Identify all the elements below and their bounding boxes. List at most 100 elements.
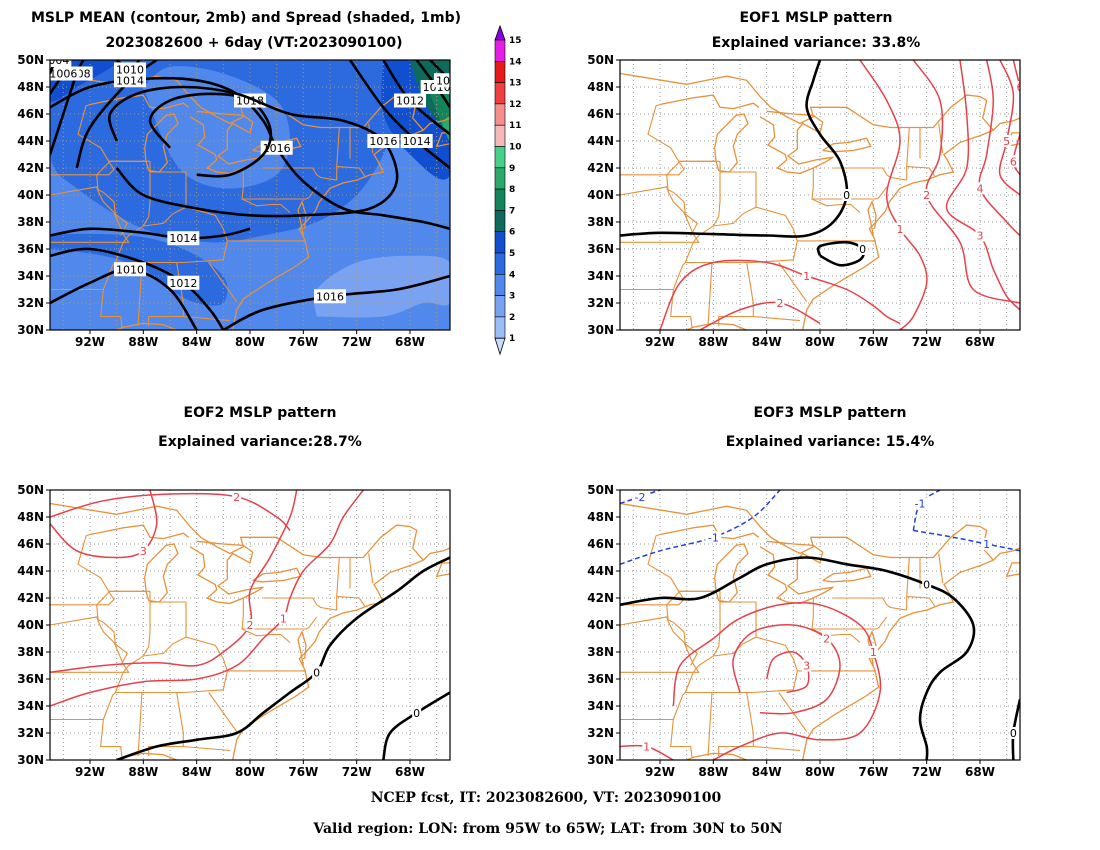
state-border	[50, 288, 123, 328]
colorbar-segment	[494, 295, 506, 318]
contour-label: 0	[922, 578, 932, 592]
plot-area: 1016 1018 1016 1014 1014 1012 1010 1008 10061004…	[50, 60, 450, 330]
zero-contour	[382, 691, 450, 760]
state-border	[208, 262, 238, 302]
state-border	[96, 174, 129, 236]
y-tick-label: 50N	[17, 53, 44, 67]
contour-label-text: 1	[803, 270, 810, 283]
colorbar-segment	[494, 252, 506, 275]
contour-label-bg	[868, 646, 878, 658]
contour-label-bg	[114, 62, 146, 77]
contour-label-bg	[278, 612, 288, 625]
contour-label-text: 0	[923, 579, 930, 592]
contour-label-bg	[50, 66, 80, 81]
x-tick-label: 72W	[912, 765, 942, 779]
plot-area: 0 0 1 2 2 3	[50, 490, 450, 760]
coastline	[620, 502, 994, 561]
coastline	[759, 110, 834, 175]
positive-contour	[659, 259, 901, 330]
coastline	[714, 113, 749, 173]
contour-label: 1014	[167, 231, 200, 246]
state-border	[115, 240, 306, 264]
contour-label-text: 0	[313, 666, 320, 679]
mslp-mean-contour	[50, 227, 251, 240]
contour-label: 3	[975, 229, 985, 243]
coastline	[620, 322, 768, 330]
contour-label-bg	[245, 619, 255, 631]
panel4-title: EOF3 MSLP pattern	[754, 405, 907, 421]
contour-label-text: 1018	[236, 95, 264, 108]
coastline	[89, 524, 190, 540]
colorbar-segment	[494, 231, 506, 254]
colorbar-level-label: 7	[509, 206, 515, 216]
contour-label-text: 6	[1010, 155, 1017, 168]
state-border	[115, 670, 306, 694]
positive-contour	[699, 301, 821, 330]
colorbar-level-label: 9	[509, 164, 515, 174]
x-tick-label: 68W	[395, 335, 425, 349]
contour-label-text: 3	[977, 230, 984, 243]
coastline	[50, 502, 424, 561]
state-border	[77, 103, 115, 176]
colorbar-level-label: 12	[509, 100, 522, 110]
x-tick-label: 80W	[805, 335, 835, 349]
contour-label-bg	[632, 490, 648, 503]
state-border	[50, 616, 130, 673]
plot-area: 0 0 -1 -1 1 -2 1 2 3 1	[620, 490, 1020, 760]
x-tick-label: 68W	[965, 335, 995, 349]
x-tick-label: 76W	[858, 765, 888, 779]
contour-label-text: 5	[1003, 135, 1010, 148]
y-tick-label: 42N	[17, 591, 44, 605]
panel3-plot: 0 0 1 2 2 3 92W 88W 84W 80W 76W 72W 68W 30N 32N 34N 36N 3…	[17, 483, 451, 779]
y-tick-label: 50N	[587, 53, 614, 67]
contour-label: 0	[858, 243, 868, 256]
contour-label-bg	[114, 262, 146, 277]
contour-label: 3	[802, 659, 812, 673]
y-tick-label: 30N	[587, 753, 614, 767]
contour-label: 0	[1008, 727, 1018, 740]
state-border	[875, 616, 888, 630]
y-tick-label: 36N	[587, 672, 614, 686]
colorbar-level-label: 4	[509, 270, 515, 280]
y-tick-label: 34N	[587, 699, 614, 713]
contour-label-text: 3	[140, 545, 147, 558]
negative-contour	[620, 490, 661, 505]
contour-label-bg	[312, 666, 322, 679]
state-border	[305, 616, 318, 630]
coastline	[620, 72, 994, 131]
x-tick-label: 76W	[858, 335, 888, 349]
mslp-mean-contour	[50, 247, 225, 330]
contour-label-text: 2	[777, 297, 784, 310]
panel4-subtitle: Explained variance: 15.4%	[726, 434, 935, 450]
colorbar-level-label: 13	[509, 79, 522, 89]
contour-label-text: 2	[923, 189, 930, 202]
y-tick-label: 50N	[17, 483, 44, 497]
coastline	[435, 562, 450, 578]
state-border	[620, 186, 700, 243]
y-tick-label: 30N	[587, 323, 614, 337]
contour-label-text: 3	[803, 660, 810, 673]
contour-label: 0	[842, 189, 852, 202]
x-tick-label: 76W	[288, 765, 318, 779]
contour-label-bg	[822, 632, 832, 645]
contour-label-text: -1	[915, 498, 926, 511]
contour-label-text: -1	[708, 531, 719, 544]
panel1-title: MSLP MEAN (contour, 2mb) and Spread (sha…	[31, 10, 461, 26]
positive-contour	[50, 490, 158, 559]
contour-label: 2	[232, 490, 242, 504]
contour-label-bg	[705, 531, 722, 544]
contour-label-bg	[842, 189, 852, 201]
state-border	[685, 670, 876, 694]
spread-region-level-2	[313, 255, 450, 318]
colorbar-segment	[494, 82, 506, 105]
zero-contour	[620, 60, 849, 238]
contour-label-bg	[400, 134, 433, 148]
colorbar-level-label: 6	[509, 228, 515, 238]
y-tick-label: 38N	[17, 215, 44, 229]
contour-label-text: -2	[635, 491, 646, 504]
colorbar-segment	[494, 167, 506, 190]
contour-label-text: 1	[983, 538, 990, 551]
x-tick-label: 88W	[128, 335, 158, 349]
state-border	[263, 167, 337, 181]
coastline	[144, 543, 179, 603]
